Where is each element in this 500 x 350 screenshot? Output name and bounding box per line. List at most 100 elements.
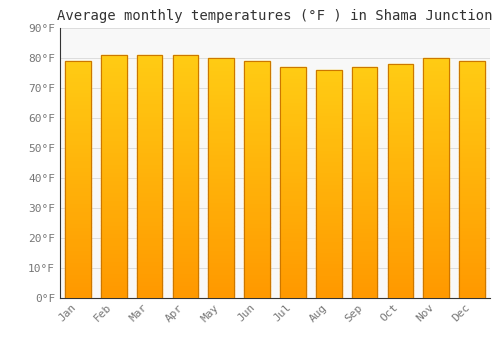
Bar [244, 61, 270, 297]
Bar [244, 80, 270, 85]
Bar [280, 155, 306, 159]
Bar [316, 165, 342, 169]
Bar [244, 155, 270, 160]
Bar [208, 106, 234, 110]
Bar [101, 59, 126, 63]
Bar [101, 168, 126, 172]
Bar [280, 128, 306, 132]
Bar [388, 228, 413, 231]
Bar [208, 294, 234, 298]
Bar [316, 134, 342, 138]
Bar [172, 112, 199, 116]
Bar [136, 132, 162, 136]
Bar [424, 98, 449, 102]
Bar [101, 63, 126, 67]
Bar [244, 104, 270, 108]
Bar [388, 262, 413, 266]
Bar [172, 212, 199, 217]
Bar [172, 237, 199, 241]
Bar [388, 165, 413, 169]
Bar [136, 289, 162, 293]
Bar [352, 121, 378, 125]
Bar [65, 80, 91, 85]
Bar [352, 171, 378, 175]
Bar [172, 180, 199, 184]
Bar [424, 246, 449, 250]
Bar [172, 144, 199, 148]
Bar [208, 86, 234, 90]
Bar [65, 294, 91, 298]
Bar [459, 250, 485, 254]
Bar [244, 223, 270, 226]
Bar [459, 226, 485, 230]
Bar [136, 273, 162, 277]
Bar [352, 290, 378, 294]
Bar [424, 102, 449, 106]
Bar [280, 163, 306, 167]
Bar [280, 102, 306, 105]
Bar [352, 240, 378, 244]
Bar [65, 250, 91, 254]
Bar [280, 247, 306, 251]
Bar [244, 172, 270, 175]
Bar [388, 68, 413, 72]
Bar [65, 270, 91, 274]
Bar [459, 258, 485, 262]
Bar [316, 89, 342, 93]
Bar [172, 193, 199, 196]
Bar [101, 55, 126, 59]
Bar [280, 90, 306, 94]
Bar [316, 248, 342, 252]
Bar [136, 148, 162, 152]
Bar [136, 136, 162, 140]
Bar [172, 148, 199, 152]
Bar [352, 274, 378, 278]
Bar [388, 107, 413, 111]
Bar [459, 144, 485, 148]
Bar [424, 162, 449, 166]
Bar [280, 67, 306, 71]
Bar [388, 95, 413, 99]
Bar [65, 116, 91, 120]
Bar [352, 198, 378, 202]
Bar [280, 278, 306, 282]
Bar [244, 262, 270, 266]
Bar [65, 112, 91, 116]
Bar [352, 67, 378, 71]
Bar [388, 251, 413, 255]
Bar [316, 237, 342, 240]
Bar [65, 211, 91, 215]
Bar [208, 198, 234, 202]
Bar [136, 107, 162, 112]
Bar [65, 85, 91, 89]
Bar [65, 136, 91, 140]
Bar [280, 290, 306, 294]
Bar [316, 252, 342, 256]
Bar [459, 262, 485, 266]
Bar [280, 228, 306, 232]
Bar [65, 223, 91, 226]
Bar [459, 175, 485, 179]
Bar [352, 163, 378, 167]
Bar [388, 103, 413, 107]
Bar [244, 266, 270, 270]
Bar [172, 249, 199, 253]
Bar [101, 75, 126, 79]
Bar [172, 128, 199, 132]
Bar [459, 230, 485, 235]
Bar [101, 160, 126, 164]
Bar [172, 87, 199, 91]
Bar [424, 250, 449, 254]
Bar [424, 174, 449, 178]
Bar [316, 191, 342, 195]
Bar [459, 61, 485, 65]
Bar [388, 200, 413, 204]
Bar [459, 199, 485, 203]
Bar [136, 188, 162, 193]
Bar [352, 244, 378, 247]
Bar [424, 110, 449, 114]
Bar [459, 282, 485, 286]
Bar [388, 259, 413, 262]
Bar [280, 224, 306, 228]
Bar [388, 255, 413, 259]
